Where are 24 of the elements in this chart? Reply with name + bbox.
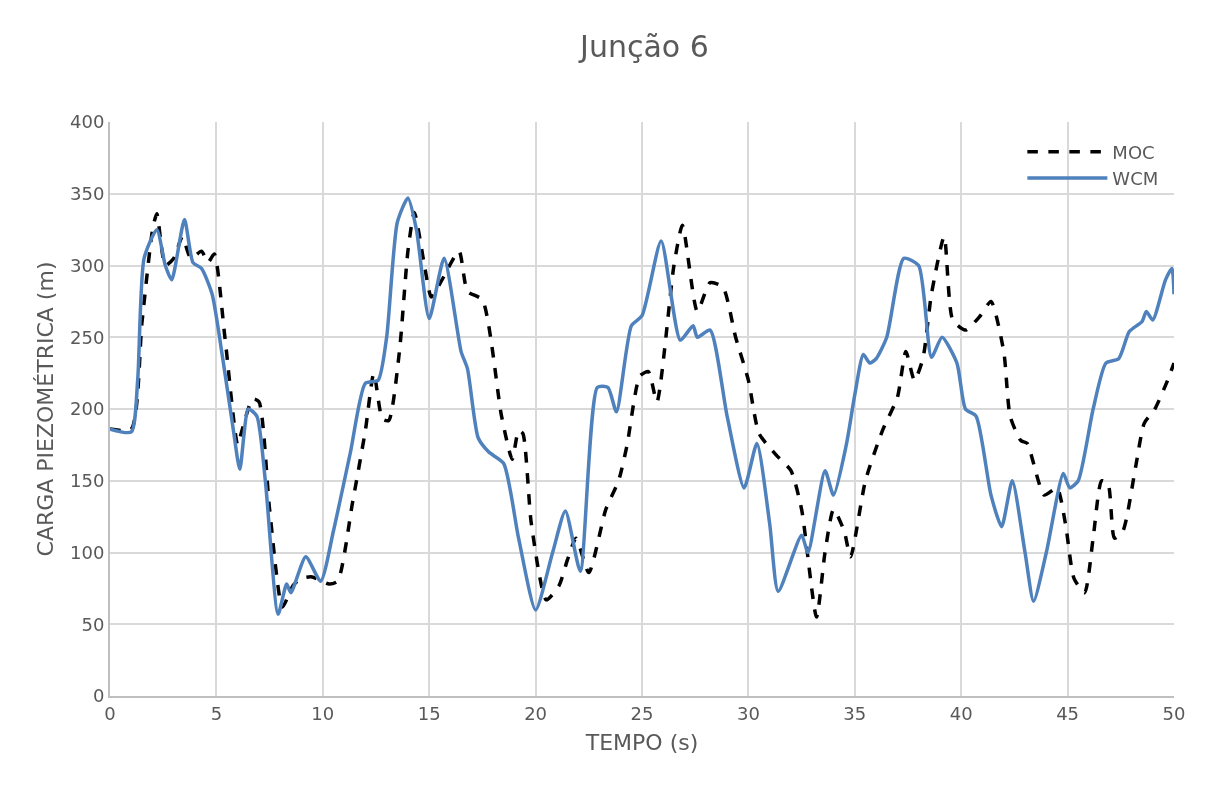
y-tick-label: 400 [70,111,105,133]
legend-label: MOC [1112,141,1155,163]
y-axis-title: CARGA PIEZOMÉTRICA (m) [33,261,59,557]
x-tick-label: 30 [736,702,760,724]
x-tick-label: 15 [417,702,441,724]
y-tick-label: 150 [70,470,105,492]
x-tick-label: 40 [949,702,973,724]
x-tick-label: 10 [311,702,335,724]
x-tick-label: 45 [1056,702,1080,724]
y-tick-label: 300 [70,254,105,276]
y-tick-label: 250 [70,326,105,348]
x-tick-label: 35 [843,702,867,724]
x-tick-label: 5 [210,702,223,724]
y-tick-label: 200 [70,398,105,420]
x-tick-label: 50 [1162,702,1186,724]
x-tick-label: 20 [524,702,548,724]
y-tick-label: 50 [81,613,105,635]
legend-label: WCM [1112,168,1159,190]
y-tick-label: 350 [70,183,105,205]
y-tick-label: 100 [70,541,105,563]
y-tick-label: 0 [92,685,105,707]
chart-title: Junção 6 [578,28,709,64]
x-axis-title: TEMPO (s) [584,730,699,755]
x-tick-label: 25 [630,702,654,724]
